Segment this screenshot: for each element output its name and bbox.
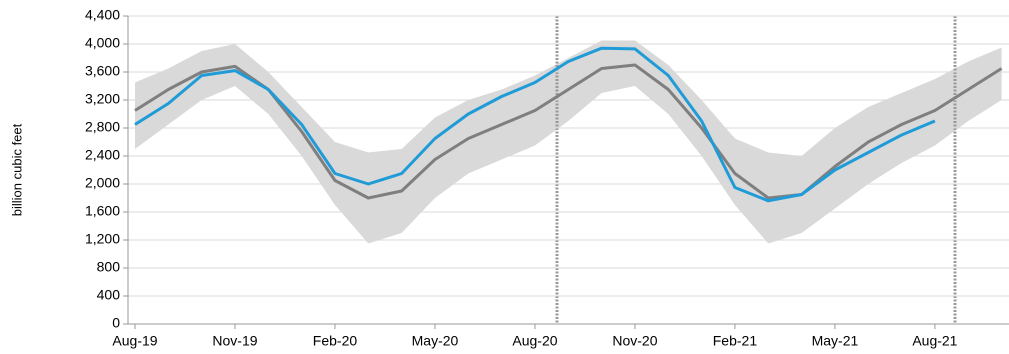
x-tick-label: Feb-20 — [313, 333, 358, 349]
x-tick-label: Aug-20 — [512, 333, 557, 349]
x-tick-label: May-20 — [412, 333, 459, 349]
y-tick-label: 0 — [112, 315, 120, 331]
range-band — [135, 40, 1002, 244]
y-tick-label: 2,400 — [85, 147, 120, 163]
y-tick-label: 1,200 — [85, 231, 120, 247]
y-tick-label: 3,200 — [85, 91, 120, 107]
x-tick-label: Nov-19 — [212, 333, 257, 349]
y-tick-label: 1,600 — [85, 203, 120, 219]
y-tick-label: 2,000 — [85, 175, 120, 191]
y-tick-label: 2,800 — [85, 119, 120, 135]
data-line — [134, 63, 1003, 200]
x-tick-label: Nov-20 — [612, 333, 657, 349]
x-tick-label: May-21 — [812, 333, 859, 349]
x-tick-label: Feb-21 — [713, 333, 758, 349]
y-tick-label: 400 — [97, 287, 121, 303]
data-line — [134, 46, 936, 203]
y-axis-label: billion cubic feet — [9, 123, 24, 216]
y-tick-label: 4,400 — [85, 7, 120, 23]
x-tick-label: Aug-21 — [912, 333, 957, 349]
y-tick-label: 3,600 — [85, 63, 120, 79]
x-tick-label: Aug-19 — [112, 333, 157, 349]
y-tick-label: 800 — [97, 259, 121, 275]
y-tick-label: 4,000 — [85, 35, 120, 51]
